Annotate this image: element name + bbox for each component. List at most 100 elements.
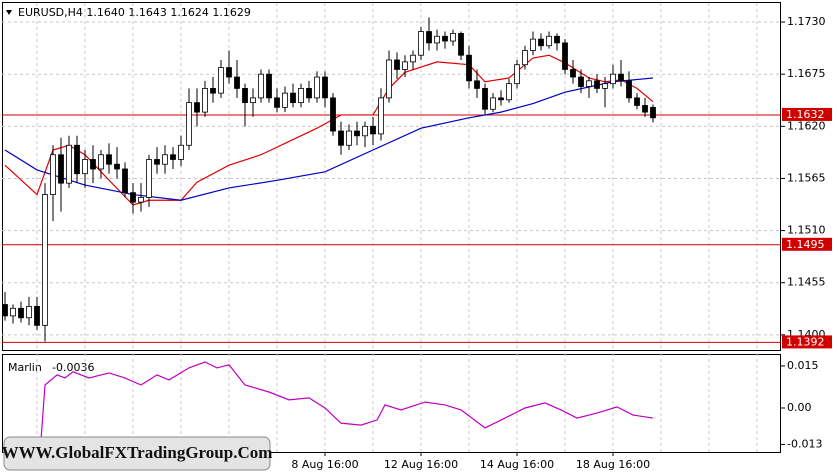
x-tick-label: 18 Aug 16:00 [576,458,650,471]
candle-body [258,73,264,99]
candle-body [378,97,384,135]
candle-body [626,80,632,99]
candle-body [610,73,616,85]
candle-body [546,35,552,47]
y-tick-label: 1.1565 [787,171,826,184]
candle-body [266,73,272,99]
candle-body [138,197,144,203]
y-tick-label: 1.1730 [787,15,826,28]
candle-body [554,35,560,44]
candle-body [42,194,48,326]
candle-body [122,168,128,194]
y-tick-label: 1.1675 [787,67,826,80]
candle-body [322,76,328,99]
candle-body [394,59,400,70]
candle-body [178,144,184,160]
candle-body [130,192,136,203]
candle-body [634,97,640,106]
candle-body [354,130,360,137]
candle-body [370,125,376,135]
candle-body [154,159,160,165]
candle-body [514,64,520,85]
level-label-box [782,107,832,121]
candle-body [386,59,392,99]
candle-body [314,76,320,99]
level-label-box [782,335,832,349]
candle-body [34,306,40,326]
candle-body [530,38,536,51]
y-tick-label: 0.00 [787,401,812,414]
candle-body [186,102,192,146]
candle-body [218,67,224,94]
candle-body [82,159,88,175]
y-tick-label: 1.1620 [787,119,826,132]
candle-body [66,144,72,184]
candle-body [498,97,504,101]
candle-body [642,105,648,113]
candle-body [346,130,352,146]
candle-body [50,154,56,195]
candle-body [250,97,256,104]
y-tick-label: 1.1510 [787,224,826,237]
candle-body [290,92,296,104]
indicator-name: Marlin [8,361,42,374]
candle-body [466,54,472,82]
y-tick-label: 1.1455 [787,276,826,289]
candle-body [274,97,280,108]
candle-body [306,88,312,99]
level-label: 1.1495 [786,238,825,251]
candle-body [106,154,112,165]
candle-body [226,67,232,78]
candle-body [234,76,240,89]
candle-body [90,159,96,170]
candle-body [578,76,584,87]
candle-body [482,88,488,110]
candle-body [18,307,24,319]
candle-body [282,92,288,108]
candle-body [570,69,576,78]
candle-body [242,88,248,104]
x-tick-label: 8 Aug 16:00 [291,458,358,471]
candle-body [170,154,176,160]
candle-body [426,31,432,44]
candle-body [586,80,592,87]
indicator-value: -0.0036 [52,361,94,374]
candle-body [506,83,512,101]
candle-body [26,306,32,319]
candle-body [618,73,624,82]
chart-header: EURUSD,H4 1.1640 1.1643 1.1624 1.1629 [18,6,251,19]
main-panel [2,2,781,351]
candle-body [58,154,64,184]
menu-icon [6,10,12,15]
candle-body [146,159,152,198]
candle-body [98,154,104,170]
candle-body [650,106,656,119]
candle-body [490,97,496,110]
x-tick-label: 14 Aug 16:00 [480,458,554,471]
candle-body [458,33,464,56]
candle-body [522,50,528,66]
candle-body [194,102,200,113]
candle-body [162,154,168,165]
candle-body [402,61,408,70]
candle-body [338,130,344,146]
candle-body [330,97,336,132]
candle-body [410,54,416,63]
candle-body [362,125,368,137]
watermark: WWW.GlobalFXTradingGroup.Com [2,436,272,471]
x-tick-label: 12 Aug 16:00 [384,458,458,471]
candle-body [474,80,480,89]
candle-body [210,88,216,94]
candle-body [74,144,80,175]
level-label: 1.1632 [786,108,825,121]
candle-body [202,88,208,113]
candle-body [442,35,448,42]
candle-body [538,38,544,47]
indicator-panel [2,354,781,453]
line-series [40,361,654,440]
candle-body [2,304,8,317]
candle-body [450,33,456,42]
candle-body [298,88,304,104]
